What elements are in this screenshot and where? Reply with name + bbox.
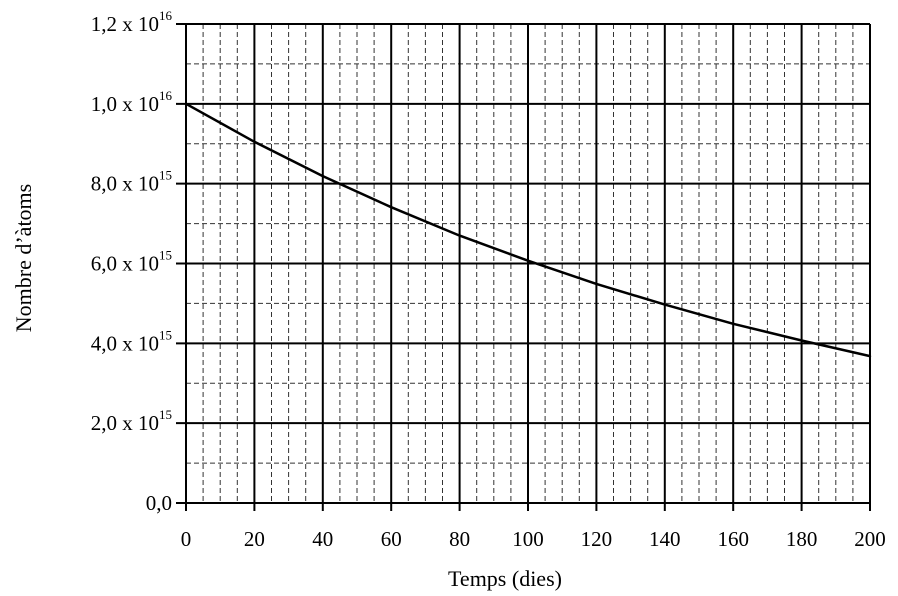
series-point bbox=[732, 322, 735, 325]
y-tick-label: 8,0 x 1015 bbox=[91, 168, 172, 196]
x-tick-label: 100 bbox=[512, 527, 544, 551]
x-tick-label: 80 bbox=[449, 527, 470, 551]
y-tick-label: 1,0 x 1016 bbox=[91, 88, 173, 116]
x-tick-label: 60 bbox=[381, 527, 402, 551]
series-point bbox=[800, 339, 803, 342]
series-point bbox=[526, 259, 530, 262]
series-point bbox=[390, 206, 393, 209]
x-tick-label: 20 bbox=[244, 527, 265, 551]
y-tick-label: 2,0 x 1015 bbox=[91, 407, 172, 435]
y-tick-label: 1,2 x 1016 bbox=[91, 8, 173, 36]
y-tick-label: 6,0 x 1015 bbox=[91, 248, 172, 276]
major-grid bbox=[176, 23, 871, 511]
y-tick-label: 0,0 bbox=[146, 491, 172, 515]
series-point bbox=[253, 140, 256, 143]
series-point bbox=[663, 303, 666, 306]
series-point bbox=[184, 102, 188, 106]
x-tick-labels: 0 20 40 60 80 100 120 140 160 180 200 bbox=[181, 527, 886, 551]
series-point bbox=[868, 354, 872, 358]
x-tick-label: 200 bbox=[854, 527, 886, 551]
series-point bbox=[321, 174, 324, 178]
series-point bbox=[458, 234, 461, 237]
series-point bbox=[595, 282, 598, 286]
x-tick-label: 40 bbox=[312, 527, 333, 551]
x-tick-label: 120 bbox=[581, 527, 613, 551]
x-tick-label: 0 bbox=[181, 527, 192, 551]
minor-grid bbox=[186, 24, 870, 503]
series-layer bbox=[184, 102, 872, 358]
x-tick-label: 180 bbox=[786, 527, 818, 551]
y-tick-label: 4,0 x 1015 bbox=[91, 327, 172, 355]
y-axis-label: Nombre d’àtoms bbox=[11, 184, 36, 332]
y-tick-labels: 0,0 2,0 x 1015 4,0 x 1015 6,0 x 1015 8,0 x 1… bbox=[91, 8, 173, 515]
x-tick-label: 140 bbox=[649, 527, 681, 551]
x-axis-label: Temps (dies) bbox=[448, 566, 562, 591]
x-tick-label: 160 bbox=[717, 527, 749, 551]
